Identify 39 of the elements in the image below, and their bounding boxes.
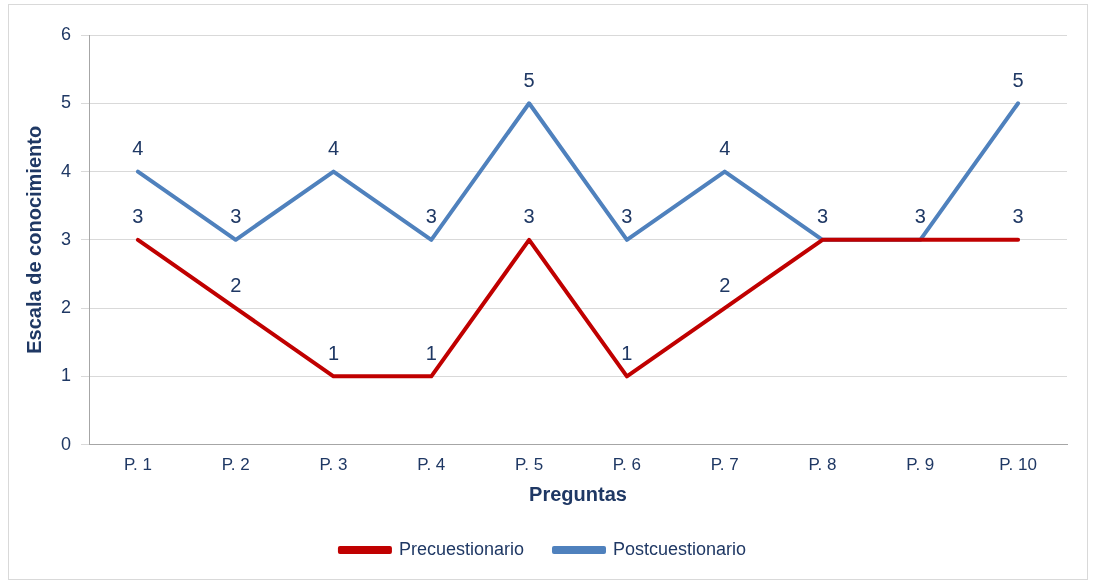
data-label: 3 — [132, 205, 144, 228]
x-tick-label: P. 6 — [612, 455, 641, 475]
data-label: 4 — [132, 137, 144, 160]
data-label: 3 — [1012, 205, 1024, 228]
legend-label: Postcuestionario — [613, 538, 747, 559]
x-tick-label: P. 5 — [515, 455, 544, 475]
data-label: 1 — [425, 341, 437, 364]
y-axis-title: Escala de conocimiento — [22, 125, 45, 354]
x-tick-label: P. 2 — [221, 455, 250, 475]
x-tick-label: P. 7 — [710, 455, 739, 475]
y-tick-label: 3 — [61, 228, 72, 249]
data-label: 2 — [719, 273, 731, 296]
x-tick-label: P. 8 — [808, 455, 837, 475]
data-label: 3 — [621, 205, 633, 228]
data-label: 1 — [621, 341, 633, 364]
data-label: 3 — [425, 205, 437, 228]
y-tick-label: 6 — [61, 23, 72, 44]
y-tick-label: 4 — [61, 160, 72, 181]
x-tick-label: P. 1 — [123, 455, 152, 475]
x-axis-title: Preguntas — [529, 482, 627, 505]
x-tick-label: P. 10 — [999, 455, 1037, 475]
x-tick-label: P. 4 — [417, 455, 446, 475]
y-tick-label: 5 — [61, 92, 72, 113]
data-label: 3 — [523, 205, 535, 228]
data-label: 3 — [914, 205, 926, 228]
data-label: 2 — [230, 273, 242, 296]
data-label: 5 — [523, 68, 535, 91]
y-tick-label: 0 — [61, 433, 72, 454]
data-label: 4 — [719, 137, 731, 160]
y-tick-label: 2 — [61, 297, 72, 318]
data-label: 3 — [816, 205, 829, 228]
x-tick-label: P. 3 — [319, 455, 348, 475]
data-label: 4 — [327, 137, 340, 160]
data-label: 1 — [327, 341, 340, 364]
y-tick-label: 1 — [61, 365, 72, 386]
data-label: 3 — [230, 205, 242, 228]
x-tick-label: P. 9 — [906, 455, 935, 475]
legend-label: Precuestionario — [398, 538, 525, 559]
data-label: 5 — [1012, 68, 1024, 91]
